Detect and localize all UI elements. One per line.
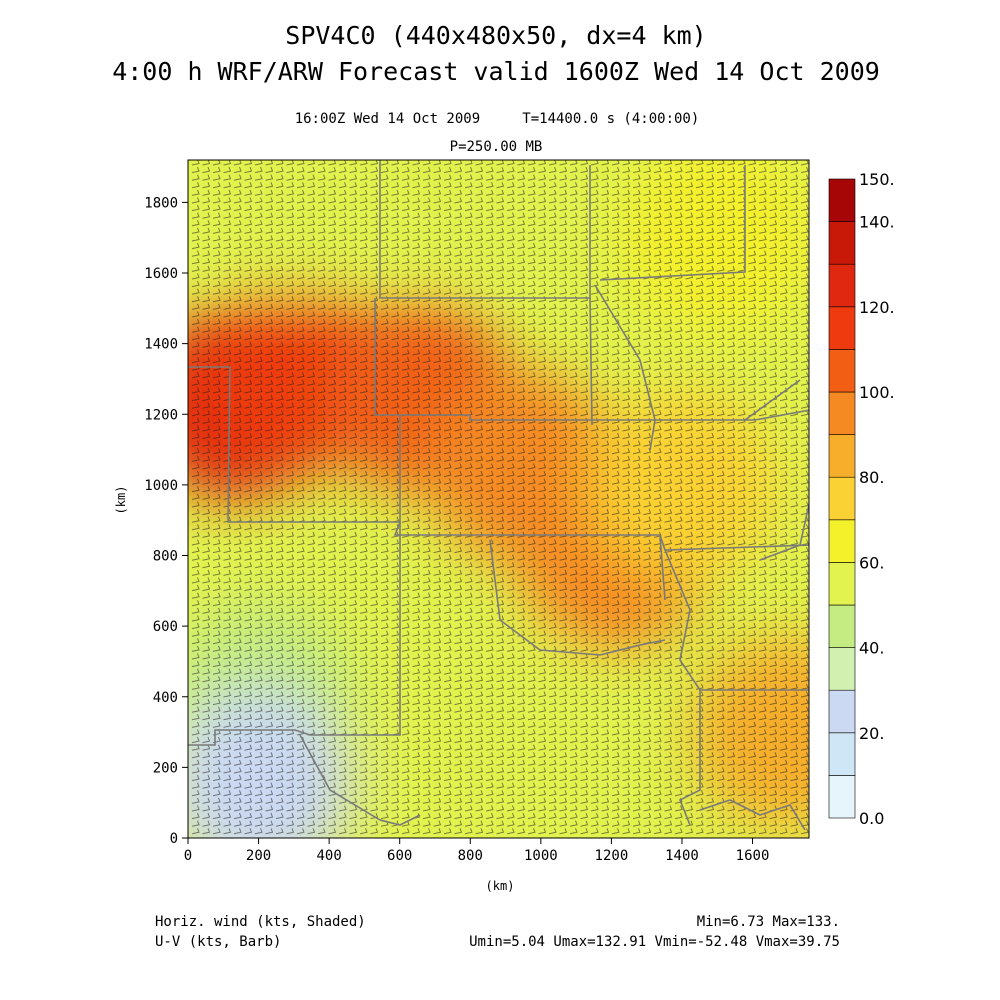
subtitle-time: 16:00Z Wed 14 Oct 2009 T=14400.0 s (4:00… (295, 111, 700, 127)
y-tick-label-400: 400 (153, 690, 178, 706)
footer-right-line2: Umin=5.04 Umax=132.91 Vmin=-52.48 Vmax=3… (469, 934, 840, 950)
colorbar-segment-120 (828, 263, 856, 308)
colorbar-segment-10 (828, 732, 856, 776)
y-axis-label: (km) (114, 486, 128, 515)
y-tick-label-1200: 1200 (144, 407, 178, 423)
colorbar-segment-50 (828, 562, 856, 606)
colorbar-label-120: 120. (859, 298, 895, 317)
colorbar (828, 178, 856, 819)
y-tick-label-1800: 1800 (144, 195, 178, 211)
field-sample-5 (586, 389, 777, 580)
x-tick-label-800: 800 (458, 848, 483, 864)
colorbar-segment-20 (828, 689, 856, 734)
colorbar-label-80: 80. (859, 468, 884, 487)
state-boundaries (188, 160, 809, 831)
colorbar-label-150: 150. (859, 170, 895, 189)
colorbar-label-100: 100. (859, 383, 895, 402)
subtitle-level: P=250.00 MB (450, 139, 543, 155)
footer-right-line1: Min=6.73 Max=133. (697, 914, 840, 930)
x-axis: 0 200 400 600 800 1000 1200 1400 1600 (184, 838, 770, 864)
colorbar-segment-140 (828, 178, 856, 222)
colorbar-segment-40 (828, 604, 856, 648)
y-tick-label-1000: 1000 (144, 478, 178, 494)
x-tick-label-600: 600 (387, 848, 412, 864)
footer-left-line2: U-V (kts, Barb) (155, 934, 281, 950)
colorbar-segment-100 (828, 349, 856, 393)
title-line1: SPV4C0 (440x480x50, dx=4 km) (285, 21, 706, 50)
colorbar-label-60: 60. (859, 553, 884, 572)
colorbar-segment-70 (828, 476, 856, 521)
colorbar-segment-110 (828, 306, 856, 350)
x-tick-label-1200: 1200 (595, 848, 629, 864)
colorbar-segment-60 (828, 519, 856, 563)
x-tick-label-1600: 1600 (736, 848, 770, 864)
colorbar-segment-0 (828, 775, 856, 819)
field-sample-6 (622, 160, 809, 333)
x-tick-label-1400: 1400 (665, 848, 699, 864)
y-tick-label-800: 800 (153, 549, 178, 565)
wind-barbs (191, 160, 809, 835)
x-tick-label-200: 200 (246, 848, 271, 864)
colorbar-label-20: 20. (859, 724, 884, 743)
y-tick-label-1600: 1600 (144, 266, 178, 282)
colorbar-segment-30 (828, 647, 856, 691)
x-axis-label: (km) (486, 879, 515, 893)
colorbar-labels: 0.0 20. 40. 60. 80. 100. 120. 140. 150. (859, 170, 895, 828)
colorbar-segment-130 (828, 221, 856, 265)
colorbar-label-40: 40. (859, 639, 884, 658)
y-axis: 0 200 400 600 800 1000 1200 1400 1600 1800 (144, 195, 188, 847)
y-tick-label-1400: 1400 (144, 337, 178, 353)
colorbar-segment-90 (828, 391, 856, 435)
y-tick-label-0: 0 (170, 831, 178, 847)
field-sample-8 (340, 160, 530, 280)
wind-speed-field (188, 160, 809, 838)
y-tick-label-600: 600 (153, 619, 178, 635)
colorbar-segment-80 (828, 434, 856, 478)
x-tick-label-0: 0 (184, 848, 192, 864)
colorbar-label-0: 0.0 (859, 809, 884, 828)
plot-frame (187, 159, 810, 839)
colorbar-label-140: 140. (859, 213, 895, 232)
title-line2: 4:00 h WRF/ARW Forecast valid 1600Z Wed … (112, 57, 880, 86)
x-tick-label-1000: 1000 (524, 848, 558, 864)
footer-left-line1: Horiz. wind (kts, Shaded) (155, 914, 366, 930)
y-tick-label-200: 200 (153, 760, 178, 776)
x-tick-label-400: 400 (316, 848, 341, 864)
